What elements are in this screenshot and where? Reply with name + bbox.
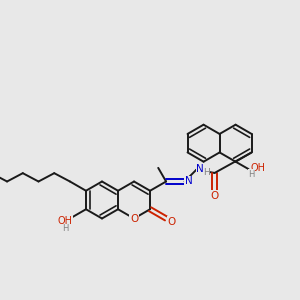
- Text: N: N: [196, 164, 204, 174]
- Text: O: O: [168, 217, 176, 227]
- Text: O: O: [130, 214, 138, 224]
- Text: H: H: [248, 169, 255, 178]
- Text: H: H: [62, 224, 68, 233]
- Text: O: O: [211, 190, 219, 201]
- Text: OH: OH: [250, 163, 265, 173]
- Text: OH: OH: [58, 215, 73, 226]
- Text: H: H: [203, 168, 210, 177]
- Text: N: N: [185, 176, 193, 187]
